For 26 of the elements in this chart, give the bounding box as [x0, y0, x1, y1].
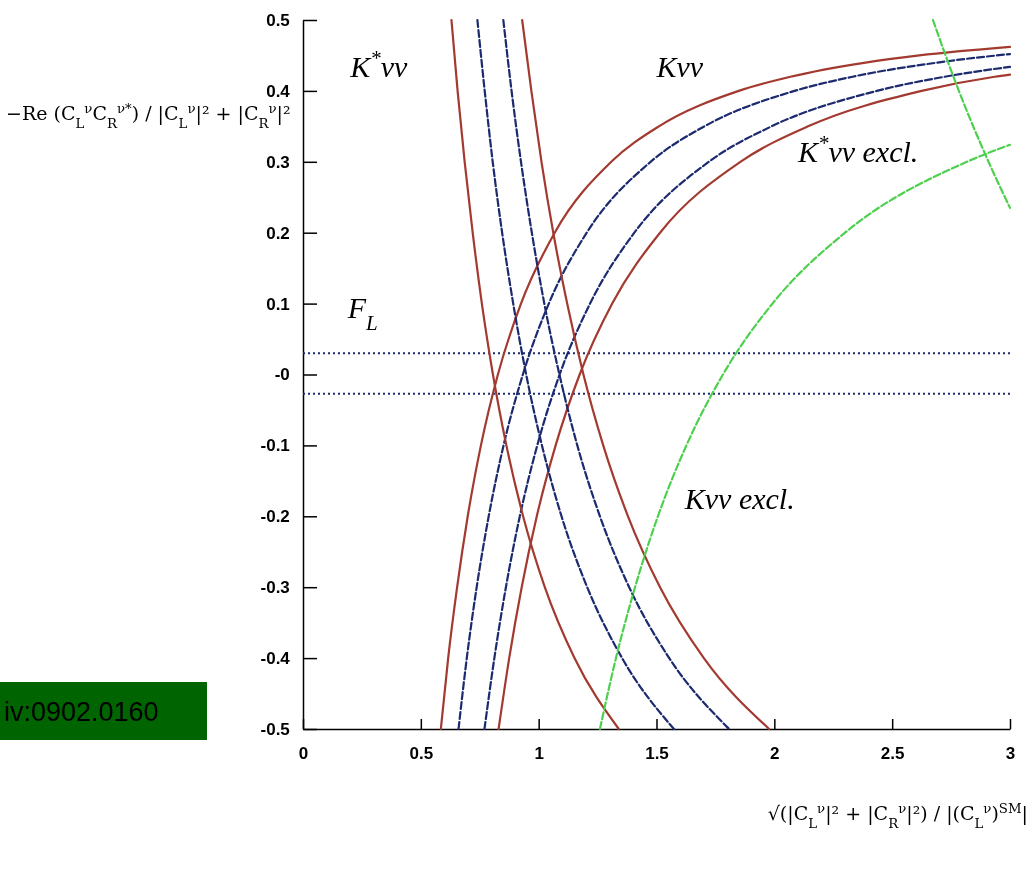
y-tick-label: 0.3: [266, 152, 290, 172]
y-tick-label: -0.4: [260, 649, 291, 669]
annotation: Kνν excl.: [683, 482, 795, 516]
y-tick-label: -0.5: [260, 719, 290, 739]
x-tick-label: 0.5: [409, 744, 434, 764]
x-tick-label: 0: [298, 744, 309, 764]
annotation: K$^{*}$νν excl.: [796, 130, 919, 168]
annotation: Kνν: [655, 49, 704, 83]
x-tick-label: 1: [534, 744, 544, 764]
text: −Re (C$_{L}$$^{ν}$C$_{R}$$^{ν*}$) / |C$_{L}$$^{ν}$|² + |C$_{R}$$^{ν}$|²: [6, 100, 291, 131]
y-tick-label: -0: [274, 365, 290, 385]
annotation: K$^{*}$νν: [349, 45, 408, 83]
y-tick-label: -0.2: [260, 507, 290, 527]
x-tick-label: 2.5: [880, 744, 905, 764]
y-tick-label: 0.4: [266, 81, 291, 101]
y-tick-label: -0.3: [260, 578, 290, 598]
text: iv:0902.0160: [4, 697, 159, 727]
x-tick-label: 1.5: [645, 744, 669, 764]
annotation: F$_{L}$: [346, 290, 378, 335]
y-tick-label: 0.2: [266, 223, 290, 243]
y-tick-label: 0.5: [266, 10, 290, 30]
y-tick-label: -0.1: [260, 436, 290, 456]
text: √(|C$_{L}$$^{ν}$|² + |C$_{R}$$^{ν}$|²) / |(C$_{L}$$^{ν}$)$^{SM}$|: [767, 800, 1028, 831]
y-tick-label: 0.1: [266, 294, 290, 314]
x-tick-label: 3: [1005, 744, 1016, 764]
x-tick-label: 2: [770, 744, 780, 764]
